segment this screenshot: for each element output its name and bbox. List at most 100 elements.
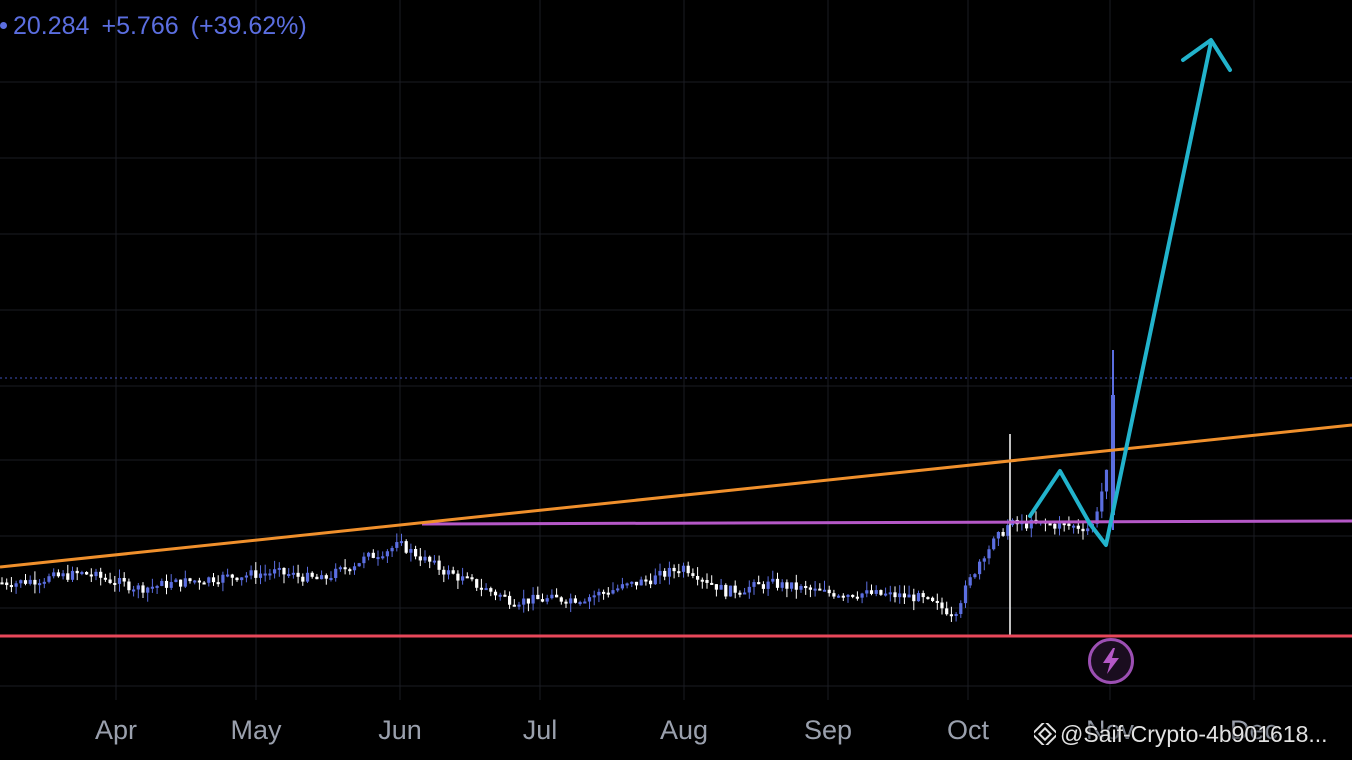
candle: [935, 600, 939, 603]
candle: [9, 585, 13, 588]
candle: [75, 570, 79, 574]
x-tick-dec: Dec: [1229, 715, 1279, 745]
candle: [573, 598, 577, 603]
candle: [663, 570, 667, 577]
candle: [620, 584, 624, 589]
candle: [775, 578, 780, 588]
candle: [296, 572, 300, 577]
candle: [249, 570, 253, 576]
candle: [385, 551, 389, 557]
candle: [493, 591, 498, 596]
candle: [1053, 523, 1057, 529]
candle: [164, 580, 169, 588]
candle: [437, 560, 441, 570]
candle: [5, 582, 9, 586]
candle: [569, 598, 573, 604]
candle: [315, 576, 319, 580]
candle: [686, 565, 690, 574]
candle: [813, 588, 817, 591]
candle: [508, 595, 512, 605]
candle: [559, 597, 563, 602]
projection-arrow[interactable]: [1028, 40, 1213, 547]
candle: [790, 582, 794, 589]
candle: [963, 585, 968, 604]
candle: [141, 585, 145, 593]
candle: [461, 576, 465, 581]
candle: [1025, 521, 1029, 529]
candle: [761, 584, 765, 589]
candle: [343, 567, 347, 570]
candle: [371, 552, 375, 558]
candle: [865, 590, 869, 594]
candle: [244, 575, 248, 578]
candle: [940, 602, 944, 609]
watermark: @Saif-Crypto-4b901618...: [1030, 719, 1328, 749]
candle: [583, 601, 587, 604]
candle: [531, 594, 535, 604]
trend-line[interactable]: [0, 423, 1352, 569]
candle: [827, 589, 831, 594]
candle: [277, 567, 281, 570]
candle: [945, 608, 949, 615]
candle: [710, 582, 714, 585]
candle: [188, 578, 192, 582]
candle: [949, 614, 953, 617]
candle: [23, 580, 28, 584]
candle: [432, 560, 436, 563]
candle: [860, 593, 864, 598]
candle: [122, 577, 126, 582]
candle: [155, 585, 159, 588]
resistance-line[interactable]: [421, 519, 1352, 526]
candle: [146, 587, 150, 593]
candle: [771, 578, 775, 582]
candle: [334, 568, 338, 578]
candle: [846, 594, 850, 597]
candle: [592, 595, 596, 598]
candle: [611, 590, 615, 594]
candle: [329, 577, 333, 580]
candle: [785, 582, 789, 589]
candle: [681, 565, 686, 572]
watermark-text: @Saif-Crypto-4b901618...: [1060, 721, 1328, 747]
candle: [254, 570, 258, 578]
candle: [320, 575, 324, 580]
candle: [696, 576, 700, 580]
candle: [517, 604, 521, 607]
candle: [0, 582, 4, 585]
x-tick-aug: Aug: [659, 715, 709, 745]
candle: [804, 586, 808, 589]
price-change: +5.766: [101, 12, 179, 40]
candle: [602, 591, 606, 594]
candle: [94, 571, 98, 577]
candle: [348, 569, 352, 572]
x-tick-oct: Oct: [946, 715, 990, 745]
candle: [305, 572, 310, 582]
candle: [649, 580, 653, 585]
candle: [56, 572, 60, 577]
candle: [1067, 523, 1071, 526]
candle: [931, 597, 935, 601]
candle: [724, 584, 728, 597]
candle: [33, 579, 37, 585]
candle: [536, 594, 540, 600]
candle: [851, 594, 855, 597]
candle: [677, 571, 681, 574]
candle: [475, 579, 479, 588]
candle: [1048, 523, 1052, 526]
candle: [738, 592, 742, 595]
candle: [564, 601, 568, 604]
candle: [52, 572, 56, 577]
candle: [169, 582, 173, 588]
candle: [117, 577, 122, 584]
candle: [418, 556, 422, 561]
lightning-icon[interactable]: [1088, 638, 1134, 684]
candle: [978, 561, 982, 575]
candle: [907, 594, 911, 598]
projection-arrow-head[interactable]: [1181, 38, 1232, 72]
candle: [132, 589, 136, 592]
x-tick-jul: Jul: [522, 715, 558, 745]
candle: [794, 582, 798, 590]
candle: [263, 573, 267, 576]
candle: [211, 577, 216, 583]
